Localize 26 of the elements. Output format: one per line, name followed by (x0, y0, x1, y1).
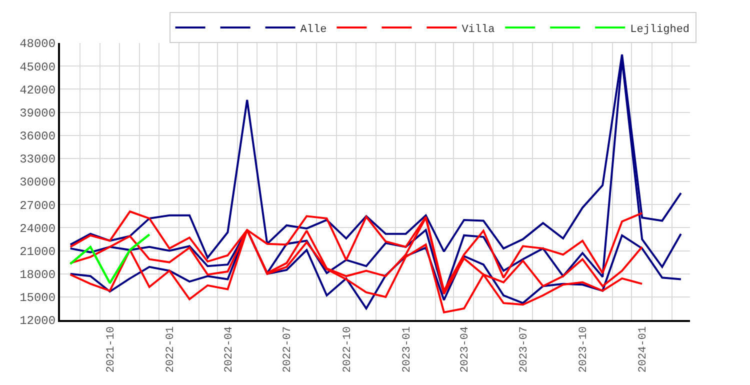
x-tick-label: 2023-04 (460, 326, 472, 373)
y-tick-label: 18000 (20, 268, 56, 282)
legend-label: Alle (300, 24, 327, 36)
y-tick-label: 15000 (20, 291, 56, 306)
y-tick-label: 21000 (20, 244, 56, 259)
y-tick-label: 24000 (20, 222, 56, 236)
x-tick-label: 2023-07 (518, 326, 531, 373)
y-tick-label: 48000 (20, 37, 56, 52)
y-tick-label: 30000 (20, 176, 56, 190)
y-tick-label: 45000 (20, 60, 56, 74)
x-tick-label: 2022-10 (342, 326, 354, 373)
y-tick-label: 39000 (20, 106, 56, 120)
x-tick-label: 2023-01 (401, 326, 414, 373)
y-tick-label: 36000 (20, 130, 56, 144)
y-tick-label: 33000 (20, 152, 56, 167)
x-tick-label: 2021-10 (105, 326, 118, 373)
x-tick-label: 2022-01 (164, 326, 177, 373)
y-tick-label: 12000 (20, 314, 56, 328)
x-tick-label: 2023-10 (578, 326, 590, 373)
x-tick-label: 2024-01 (638, 326, 650, 373)
x-tick-label: 2022-04 (223, 326, 236, 373)
y-tick-label: 42000 (20, 83, 56, 98)
legend-label: Villa (462, 24, 496, 36)
x-tick-label: 2022-07 (282, 326, 294, 373)
y-tick-label: 27000 (20, 198, 56, 213)
legend-label: Lejlighed (630, 24, 690, 36)
